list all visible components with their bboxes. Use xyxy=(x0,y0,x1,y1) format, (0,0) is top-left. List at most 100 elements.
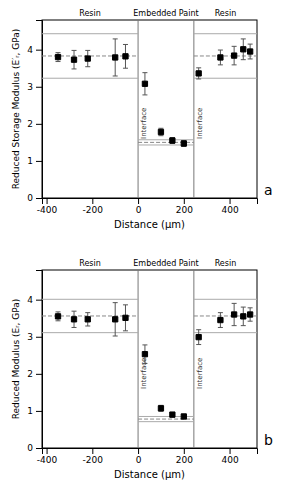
y-tick: 1 xyxy=(27,156,42,166)
point xyxy=(113,317,118,322)
error-bar xyxy=(241,307,246,326)
x-tick-label: 0 xyxy=(136,205,142,215)
error-bar xyxy=(158,405,163,411)
resin-band-line xyxy=(42,299,138,300)
y-tick-label: 1 xyxy=(27,156,33,166)
point xyxy=(55,54,60,59)
x-axis-line xyxy=(43,199,258,205)
point xyxy=(71,57,76,62)
y-tick-mark xyxy=(36,198,42,199)
error-bar xyxy=(196,330,201,345)
error-bar xyxy=(218,313,223,328)
x-tick-mark xyxy=(184,198,185,204)
x-tick-mark xyxy=(92,198,93,204)
y-tick-mark xyxy=(36,161,42,162)
error-bar xyxy=(170,138,175,144)
error-bar xyxy=(181,141,186,147)
y-tick-mark xyxy=(36,411,42,412)
point xyxy=(241,314,246,319)
y-tick-label: 0 xyxy=(27,193,33,203)
y-tick-mark xyxy=(36,374,42,375)
resin-mean-line xyxy=(194,55,257,56)
point xyxy=(142,81,147,86)
panel-label: a xyxy=(264,182,273,198)
point xyxy=(181,414,186,419)
point xyxy=(170,138,175,143)
point xyxy=(113,55,118,60)
x-tick-mark xyxy=(138,198,139,204)
points xyxy=(55,47,252,146)
error-bar xyxy=(232,46,237,65)
x-tick: 0 xyxy=(136,448,142,465)
points xyxy=(55,312,252,419)
point xyxy=(123,315,128,320)
texts: InterfaceInterfaceResinEmbedded PaintRes… xyxy=(11,9,273,230)
x-tick-mark xyxy=(47,448,48,454)
resin-band-line xyxy=(194,33,257,34)
x-tick: -400 xyxy=(37,198,58,215)
y-tick: 3 xyxy=(27,332,42,342)
x-tick-label: 200 xyxy=(176,455,193,465)
error-bar xyxy=(85,313,90,326)
x-tick-label: 400 xyxy=(221,205,238,215)
point xyxy=(218,55,223,60)
region-label: Resin xyxy=(215,259,237,268)
plot-frame xyxy=(42,20,257,198)
texts: InterfaceInterfaceResinEmbedded PaintRes… xyxy=(11,259,273,480)
x-tick-mark xyxy=(230,448,231,454)
x-tick-label: -200 xyxy=(83,455,104,465)
point xyxy=(158,129,163,134)
point xyxy=(142,352,147,357)
x-tick-label: -200 xyxy=(83,205,104,215)
error-bar xyxy=(196,68,201,79)
x-tick-mark xyxy=(47,198,48,204)
region-label: Resin xyxy=(79,259,101,268)
y-tick-mark xyxy=(36,50,42,51)
panel: -400-200020040001234InterfaceInterfaceRe… xyxy=(11,259,273,480)
error-bar xyxy=(232,303,237,325)
y-tick: 4 xyxy=(27,45,42,55)
interface-label: Interface xyxy=(140,358,148,389)
error-bar xyxy=(248,44,253,59)
x-tick: 400 xyxy=(221,198,238,215)
y-tick: 2 xyxy=(27,369,42,379)
region-label: Resin xyxy=(215,9,237,18)
y-axis: 01234 xyxy=(27,21,42,204)
region-label: Resin xyxy=(79,9,101,18)
point xyxy=(196,71,201,76)
x-tick: 400 xyxy=(221,448,238,465)
y-tick-mark xyxy=(36,300,42,301)
interface-line xyxy=(193,20,194,198)
error-bar xyxy=(123,44,128,68)
y-tick-mark xyxy=(36,124,42,125)
error-bar xyxy=(142,73,147,95)
point xyxy=(231,312,236,317)
error-bar xyxy=(113,303,118,336)
error-bars xyxy=(56,39,253,147)
x-axis-title: Distance (µm) xyxy=(114,469,185,480)
x-tick: -200 xyxy=(83,448,104,465)
error-bars xyxy=(56,303,253,419)
interface-label: Interface xyxy=(196,358,204,389)
y-tick: 0 xyxy=(27,193,42,203)
point xyxy=(247,49,252,54)
y-axis-title: Reduced Modulus (Eᵣ, GPa) xyxy=(11,299,21,420)
plot-area xyxy=(42,20,257,198)
resin-band-line xyxy=(42,78,138,79)
resin-band-line xyxy=(42,33,138,34)
y-tick: 1 xyxy=(27,406,42,416)
y-tick-label: 2 xyxy=(27,119,33,129)
point xyxy=(241,47,246,52)
interface-label: Interface xyxy=(140,108,148,139)
y-tick-label: 1 xyxy=(27,406,33,416)
interface-line xyxy=(138,20,139,198)
y-tick-label: 4 xyxy=(27,45,33,55)
x-axis-line xyxy=(43,449,258,455)
x-tick: 200 xyxy=(176,198,193,215)
x-tick-mark xyxy=(230,198,231,204)
y-tick-mark xyxy=(36,448,42,449)
plot-area xyxy=(42,270,257,448)
y-tick-label: 3 xyxy=(27,332,33,342)
error-bar xyxy=(241,39,246,60)
error-bar xyxy=(72,311,77,327)
